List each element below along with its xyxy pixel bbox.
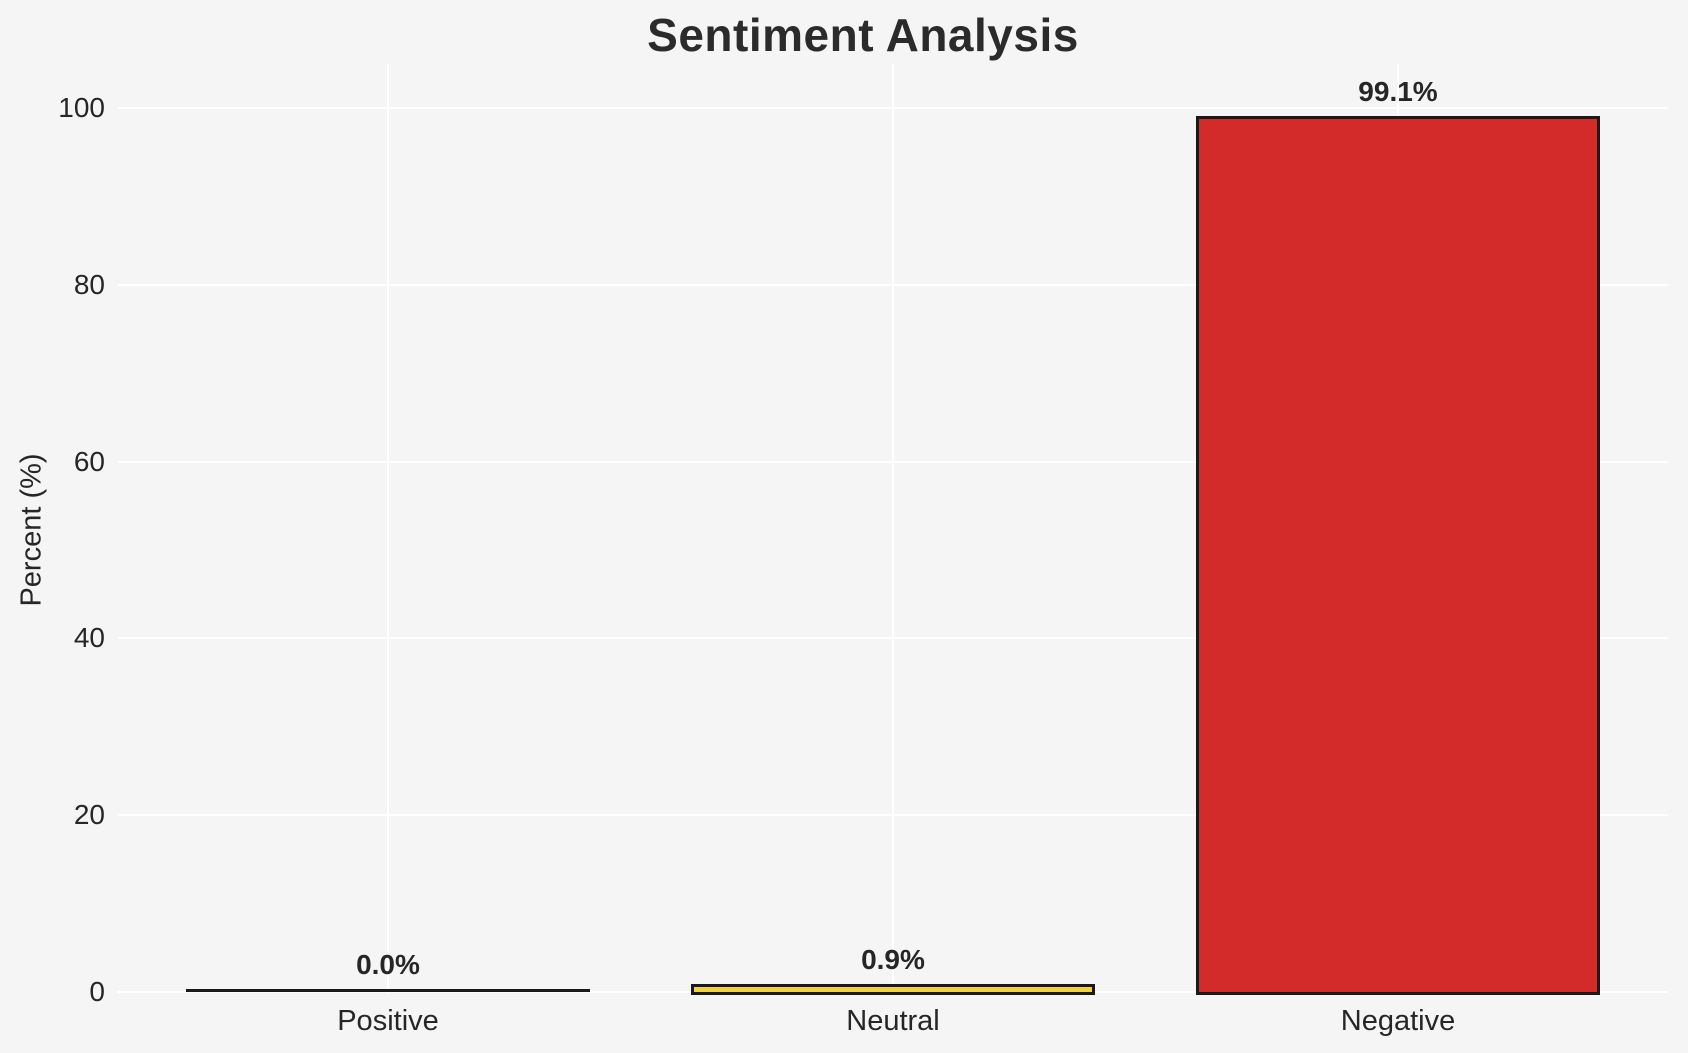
v-gridline [387,64,389,994]
v-gridline [892,64,894,994]
chart-title: Sentiment Analysis [647,9,1079,61]
y-tick-label: 100 [58,92,105,123]
y-tick-label: 80 [73,268,105,300]
x-tick-label-positive: Positive [337,1005,439,1037]
bar-neutral [691,984,1095,995]
bar-value-label-negative: 99.1% [1358,75,1438,107]
y-tick-label: 0 [89,976,105,1007]
x-tick-label-negative: Negative [1340,1005,1456,1037]
bar-negative [1196,115,1600,995]
bar-positive [186,989,590,992]
y-tick-label: 20 [73,799,105,831]
y-tick-label: 40 [73,622,105,654]
bar-value-label-positive: 0.0% [356,949,420,980]
y-tick-label: 60 [73,445,105,477]
bar-value-label-neutral: 0.9% [861,944,925,976]
x-tick-label-neutral: Neutral [846,1005,940,1037]
